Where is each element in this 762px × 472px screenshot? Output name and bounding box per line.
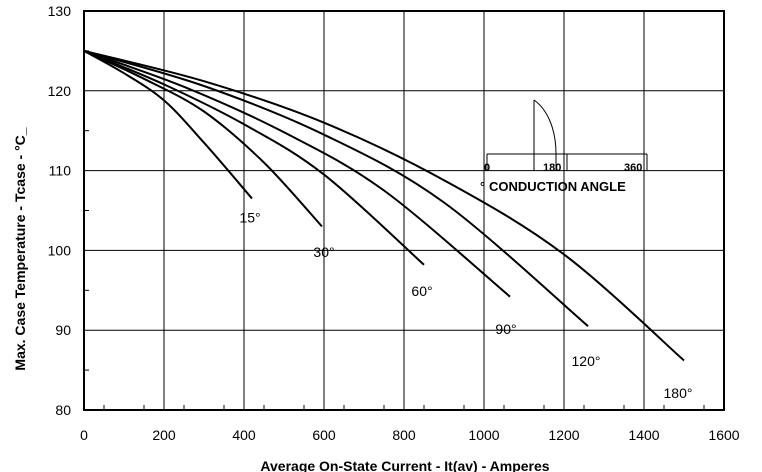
series-label-3: 90° [495, 321, 516, 337]
ticks: 0 200 400 600 800 1000 1200 1400 160080901001101… [48, 3, 740, 443]
x-tick-label: 200 [152, 427, 176, 443]
series-label-2: 60° [411, 283, 432, 299]
grid [84, 11, 724, 410]
series-line-0 [83, 50, 253, 200]
inset-title: CONDUCTION ANGLE [489, 179, 626, 194]
x-tick-label: 1600 [708, 427, 739, 443]
x-tick-label: 1000 [468, 427, 499, 443]
x-axis-label: Average On-State Current - It(av) - Ampe… [260, 458, 549, 472]
inset-label-360: 360 [624, 162, 642, 174]
x-tick-label: 1200 [548, 427, 579, 443]
curves [83, 49, 685, 362]
x-tick-label: 1400 [628, 427, 659, 443]
y-tick-label: 120 [48, 83, 72, 99]
series-label-4: 120° [572, 353, 601, 369]
y-tick-label: 110 [49, 163, 72, 179]
inset-waveform [533, 99, 557, 171]
conduction-angle-inset: 0 180 360 ° CONDUCTION ANGLE [480, 99, 648, 194]
x-tick-label: 800 [392, 427, 416, 443]
series-label-0: 15° [239, 209, 260, 225]
inset-label-0: 0 [484, 162, 490, 174]
series-line-3 [83, 49, 511, 298]
x-tick-label: 600 [312, 427, 336, 443]
y-tick-label: 100 [48, 242, 72, 258]
series-labels: 15° 30° 60° 90° 120° 180° [239, 209, 692, 401]
series-line-1 [83, 49, 323, 228]
series-line-5 [83, 49, 685, 362]
inset-degree-mark: ° [480, 179, 485, 194]
y-tick-label: 90 [55, 322, 71, 338]
y-tick-label: 80 [55, 402, 71, 418]
y-axis-label: Max. Case Temperature - Tcase - °C_ [12, 127, 28, 370]
inset-label-180: 180 [543, 162, 561, 174]
y-tick-label: 130 [48, 3, 72, 19]
series-label-1: 30° [313, 244, 334, 260]
series-line-4 [83, 49, 589, 327]
x-tick-label: 400 [232, 427, 256, 443]
series-line-2 [83, 49, 425, 266]
x-tick-label: 0 [80, 427, 88, 443]
series-label-5: 180° [664, 385, 693, 401]
